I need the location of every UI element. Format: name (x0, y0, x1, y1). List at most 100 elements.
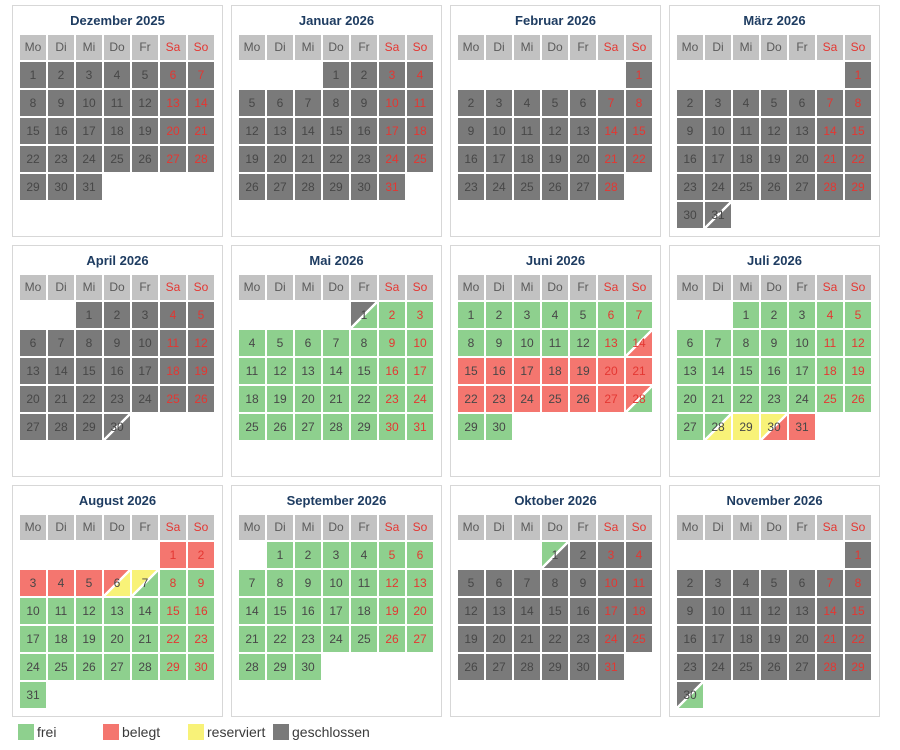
day-cell: 12 (845, 330, 871, 356)
day-cell: 13 (267, 118, 293, 144)
day-cell: 4 (48, 570, 74, 596)
day-cell: 8 (542, 570, 568, 596)
day-cell: 9 (486, 330, 512, 356)
day-cell: 20 (677, 386, 703, 412)
day-cell: 9 (677, 118, 703, 144)
weekday-header: Fr (570, 35, 596, 60)
weekday-header: Di (705, 515, 731, 540)
day-cell: 25 (239, 414, 265, 440)
day-cell: 27 (598, 386, 624, 412)
day-cell: 23 (677, 654, 703, 680)
day-cell: 19 (845, 358, 871, 384)
empty-cell (267, 302, 293, 328)
day-cell: 13 (598, 330, 624, 356)
weekday-header: Do (542, 35, 568, 60)
weekday-header: Mi (76, 515, 102, 540)
day-cell: 20 (295, 386, 321, 412)
day-cell: 17 (598, 598, 624, 624)
month-days: Mo Di Mi Do Fr Sa So 1 2 3 4 5 6 7 8 9 10 11 12 13 14 15 16 17 1… (451, 275, 660, 440)
empty-cell (295, 62, 321, 88)
day-cell: 6 (104, 570, 130, 596)
day-cell: 26 (132, 146, 158, 172)
day-cell: 2 (379, 302, 405, 328)
weekday-header: Do (104, 515, 130, 540)
day-cell: 21 (48, 386, 74, 412)
day-cell: 16 (761, 358, 787, 384)
day-cell: 22 (845, 626, 871, 652)
day-cell: 19 (188, 358, 214, 384)
day-cell: 7 (598, 90, 624, 116)
weekday-header: Sa (598, 35, 624, 60)
day-cell: 25 (626, 626, 652, 652)
day-cell: 3 (76, 62, 102, 88)
weekday-header: Fr (132, 515, 158, 540)
weekday-header: So (407, 275, 433, 300)
day-cell: 28 (705, 414, 731, 440)
empty-cell (458, 62, 484, 88)
day-cell: 25 (542, 386, 568, 412)
day-cell: 3 (20, 570, 46, 596)
weekday-header: Mi (733, 275, 759, 300)
day-cell: 6 (160, 62, 186, 88)
weekday-header: Fr (351, 515, 377, 540)
day-cell: 27 (789, 174, 815, 200)
empty-cell (239, 542, 265, 568)
weekday-header: Sa (817, 515, 843, 540)
day-cell: 13 (104, 598, 130, 624)
day-cell: 21 (295, 146, 321, 172)
day-cell: 31 (598, 654, 624, 680)
day-cell: 7 (626, 302, 652, 328)
day-cell: 9 (351, 90, 377, 116)
day-cell: 10 (514, 330, 540, 356)
empty-cell (789, 542, 815, 568)
day-cell: 18 (733, 626, 759, 652)
day-cell: 7 (295, 90, 321, 116)
day-cell: 12 (570, 330, 596, 356)
day-cell: 7 (188, 62, 214, 88)
day-cell: 1 (20, 62, 46, 88)
month-days: Mo Di Mi Do Fr Sa So 1 2 3 4 5 6 7 8 9 10 11 12 13 14 15 16 17 1… (670, 35, 879, 228)
weekday-header: Fr (570, 515, 596, 540)
day-cell: 25 (104, 146, 130, 172)
day-cell: 16 (677, 146, 703, 172)
day-cell: 12 (239, 118, 265, 144)
day-cell: 16 (677, 626, 703, 652)
month-title: März 2026 (743, 13, 806, 28)
weekday-header: Mi (76, 275, 102, 300)
empty-cell (677, 302, 703, 328)
empty-cell (761, 542, 787, 568)
day-cell: 15 (351, 358, 377, 384)
day-cell: 14 (323, 358, 349, 384)
day-cell: 14 (817, 118, 843, 144)
empty-cell (104, 542, 130, 568)
day-cell: 20 (20, 386, 46, 412)
day-cell: 22 (458, 386, 484, 412)
day-cell: 12 (542, 118, 568, 144)
day-cell: 29 (160, 654, 186, 680)
month-panel-9: August 2026 Mo Di Mi Do Fr Sa So 1 2 3 4 5 6 7 8 9 10 11 12… (12, 485, 223, 717)
day-cell: 13 (570, 118, 596, 144)
month-title: Februar 2026 (515, 13, 596, 28)
day-cell: 27 (570, 174, 596, 200)
day-cell: 25 (733, 174, 759, 200)
day-cell: 21 (188, 118, 214, 144)
day-cell: 26 (379, 626, 405, 652)
month-days: Mo Di Mi Do Fr Sa So 1 2 3 4 5 6 7 8 9 10 11 12 13 14 15 16 17 1… (13, 275, 222, 440)
day-cell: 9 (379, 330, 405, 356)
weekday-header: Mi (733, 515, 759, 540)
weekday-header: Fr (789, 275, 815, 300)
weekday-header: Do (761, 275, 787, 300)
day-cell: 22 (845, 146, 871, 172)
day-cell: 8 (20, 90, 46, 116)
day-cell: 27 (104, 654, 130, 680)
day-cell: 3 (789, 302, 815, 328)
day-cell: 17 (514, 358, 540, 384)
day-cell: 3 (379, 62, 405, 88)
month-days: Mo Di Mi Do Fr Sa So 1 2 3 4 5 6 7 8 9 10 11 12 13 14 15 16 17 1… (670, 275, 879, 440)
weekday-header: Di (486, 275, 512, 300)
day-cell: 21 (132, 626, 158, 652)
day-cell: 30 (104, 414, 130, 440)
day-cell: 6 (677, 330, 703, 356)
weekday-header: So (188, 275, 214, 300)
day-cell: 17 (486, 146, 512, 172)
